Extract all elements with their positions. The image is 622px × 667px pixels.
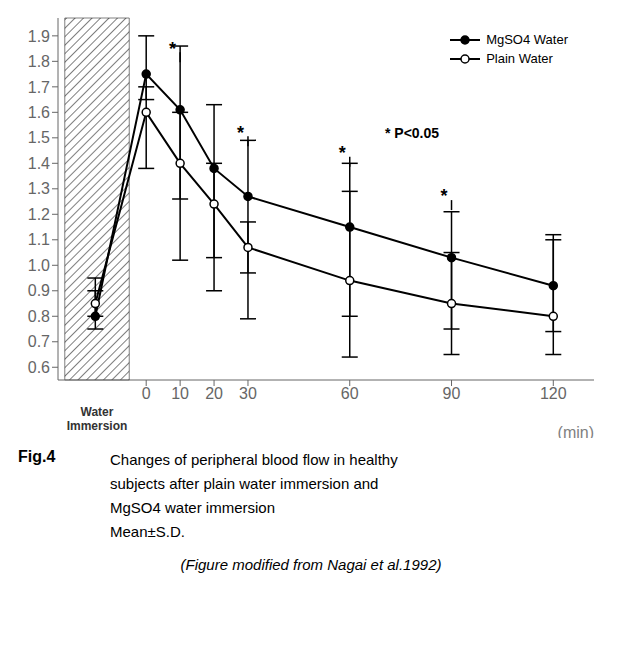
svg-text:1.9: 1.9 — [28, 28, 50, 45]
html-text:subjects after plain water imm: subjects after plain water immersion and — [110, 475, 379, 492]
svg-text:1.0: 1.0 — [28, 257, 50, 274]
html-text:MgSO4 Water: MgSO4 Water — [486, 32, 568, 47]
svg-text:0: 0 — [142, 385, 151, 402]
svg-text:(min): (min) — [558, 424, 594, 438]
html-text:Plain Water: Plain Water — [486, 51, 553, 66]
svg-text:*: * — [169, 39, 176, 59]
svg-text:20: 20 — [205, 385, 223, 402]
svg-text:1.3: 1.3 — [28, 180, 50, 197]
svg-text:*: * — [339, 143, 346, 163]
svg-text:0.8: 0.8 — [28, 308, 50, 325]
svg-text:Immersion: Immersion — [67, 419, 128, 433]
svg-text:0.7: 0.7 — [28, 333, 50, 350]
svg-text:0.9: 0.9 — [28, 282, 50, 299]
svg-text:*: * — [441, 186, 448, 206]
svg-text:90: 90 — [443, 385, 461, 402]
html-text:MgSO4 water immersion: MgSO4 water immersion — [110, 499, 275, 516]
html-text:(Figure modified from Nagai et: (Figure modified from Nagai et al.1992) — [180, 556, 442, 573]
svg-text:1.8: 1.8 — [28, 53, 50, 70]
svg-text:*: * — [237, 123, 244, 143]
svg-text:Water: Water — [81, 405, 114, 419]
html-text:* P<0.05: * P<0.05 — [385, 124, 440, 141]
svg-text:1.7: 1.7 — [28, 79, 50, 96]
svg-text:10: 10 — [171, 385, 189, 402]
svg-text:60: 60 — [341, 385, 359, 402]
html-text:Mean±S.D.: Mean±S.D. — [110, 523, 185, 540]
svg-text:1.5: 1.5 — [28, 129, 50, 146]
svg-text:30: 30 — [239, 385, 257, 402]
svg-text:1.4: 1.4 — [28, 155, 50, 172]
svg-text:120: 120 — [540, 385, 567, 402]
svg-text:1.1: 1.1 — [28, 231, 50, 248]
html-text:Changes of peripheral blood fl: Changes of peripheral blood flow in heal… — [110, 451, 398, 468]
svg-text:1.6: 1.6 — [28, 104, 50, 121]
svg-text:0.6: 0.6 — [28, 359, 50, 376]
svg-text:1.2: 1.2 — [28, 206, 50, 223]
html-text:Fig.4: Fig.4 — [18, 448, 56, 465]
